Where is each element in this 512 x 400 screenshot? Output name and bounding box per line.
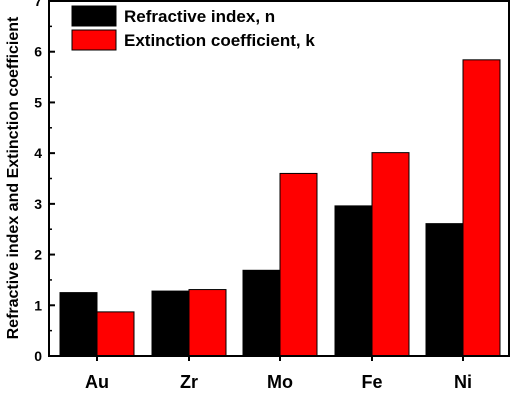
y-axis-label: Refractive index and Extinction coeffici…	[5, 16, 22, 339]
bar-zr-n	[151, 290, 190, 357]
y-axis: 0 1 2 3 4 5 6 7	[34, 0, 55, 364]
x-category-label: Mo	[267, 372, 293, 392]
x-category-label: Ni	[454, 372, 472, 392]
x-category-label: Au	[85, 372, 109, 392]
legend-label: Refractive index, n	[124, 7, 275, 26]
legend-swatch	[71, 5, 117, 27]
x-category-label: Fe	[361, 372, 382, 392]
bar-au-k	[96, 311, 135, 357]
legend-label: Extinction coefficient, k	[124, 31, 315, 50]
y-tick-label: 3	[34, 196, 42, 212]
bar-ni-n	[425, 223, 464, 357]
bars-layer	[59, 59, 501, 357]
bar-zr-k	[188, 289, 227, 357]
bar-au-n	[59, 292, 98, 357]
y-tick-label: 5	[34, 94, 42, 110]
y-tick-label: 4	[34, 145, 42, 161]
bar-ni-k	[462, 59, 501, 357]
x-axis: Au Zr Mo Fe Ni	[85, 356, 472, 392]
y-tick-label: 2	[34, 247, 42, 263]
y-tick-label: 7	[34, 0, 42, 9]
bar-mo-k	[279, 172, 318, 357]
bar-mo-n	[242, 269, 281, 357]
legend: Refractive index, n Extinction coefficien…	[71, 5, 315, 51]
y-tick-label: 0	[34, 348, 42, 364]
bar-fe-n	[334, 205, 373, 357]
legend-swatch	[71, 29, 117, 51]
bar-fe-k	[371, 152, 410, 357]
x-category-label: Zr	[180, 372, 198, 392]
y-tick-label: 6	[34, 44, 42, 60]
y-tick-label: 1	[34, 297, 42, 313]
